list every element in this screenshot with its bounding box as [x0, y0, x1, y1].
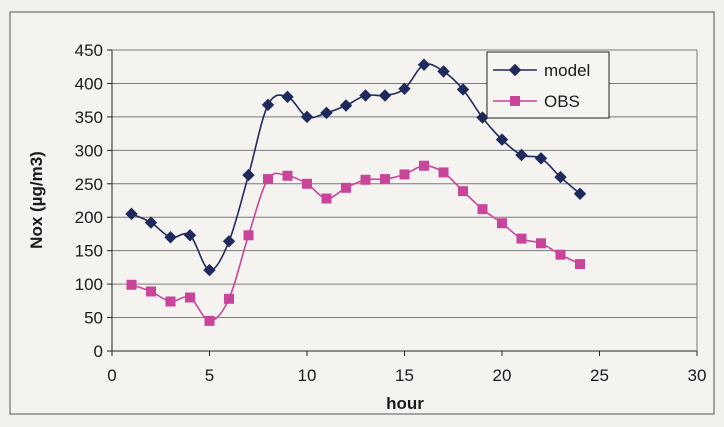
data-point-obs-22: [555, 249, 566, 260]
data-point-obs-21: [536, 238, 546, 249]
data-point-model-6: [242, 168, 255, 182]
data-point-obs-12: [360, 174, 371, 185]
data-point-obs-19: [497, 218, 507, 229]
data-point-model-20: [515, 148, 528, 162]
data-point-obs-18: [477, 204, 488, 215]
data-point-model-0: [125, 207, 138, 221]
tick-labels: 0 50 100 150 200 250 300 350 400 450 0 5 10 15 20 25 30: [75, 41, 707, 385]
y-tick-label-9: 450: [75, 41, 103, 60]
data-point-obs-16: [438, 167, 449, 178]
x-axis-title: hour: [386, 394, 424, 413]
data-point-obs-5: [224, 293, 234, 304]
x-tick-label-0: 0: [107, 366, 116, 385]
data-point-obs-20: [516, 233, 527, 244]
data-point-obs-23: [575, 259, 585, 270]
data-point-model-4: [203, 263, 216, 277]
legend-marker-model: [508, 63, 522, 77]
data-point-model-5: [222, 235, 236, 248]
x-tick-label-5: 25: [590, 366, 609, 385]
legend-label-obs: OBS: [544, 92, 580, 111]
y-axis-title: Nox (µg/m3): [27, 151, 46, 249]
data-point-model-19: [495, 133, 509, 146]
data-point-model-2: [164, 231, 177, 244]
data-point-obs-17: [458, 186, 468, 197]
y-tick-label-8: 400: [75, 74, 103, 93]
x-tick-label-2: 10: [298, 366, 317, 385]
series-obs: [126, 160, 585, 326]
data-point-obs-15: [419, 160, 429, 171]
data-point-model-15: [417, 58, 431, 71]
data-point-obs-4: [204, 315, 215, 326]
data-point-model-18: [476, 111, 489, 124]
data-point-obs-10: [321, 193, 332, 204]
data-point-model-22: [554, 170, 567, 184]
y-tick-label-2: 100: [75, 275, 103, 294]
data-point-obs-6: [243, 230, 254, 241]
y-tick-label-1: 50: [84, 309, 103, 328]
data-point-model-16: [437, 65, 450, 78]
legend-items: model OBS: [493, 61, 590, 111]
data-point-model-17: [456, 83, 470, 96]
y-tick-label-5: 250: [75, 175, 103, 194]
data-point-obs-11: [341, 182, 351, 193]
legend-marker-obs: [510, 96, 520, 106]
legend: model OBS: [486, 51, 610, 119]
data-point-obs-14: [399, 169, 410, 180]
legend-box: [486, 51, 610, 119]
data-point-model-23: [573, 187, 587, 201]
x-tick-label-4: 20: [493, 366, 512, 385]
series-model: [125, 58, 587, 277]
data-point-model-3: [183, 229, 197, 242]
y-tick-label-4: 200: [75, 208, 103, 227]
data-point-model-13: [378, 89, 392, 102]
data-point-model-14: [398, 82, 411, 96]
data-point-obs-8: [282, 170, 293, 181]
data-point-model-10: [320, 106, 333, 120]
data-point-obs-9: [302, 178, 312, 189]
data-point-obs-1: [146, 286, 156, 297]
x-tick-label-6: 30: [688, 366, 707, 385]
y-tick-label-7: 350: [75, 108, 103, 127]
data-point-obs-0: [126, 279, 137, 290]
data-point-obs-3: [185, 292, 195, 303]
y-tick-label-0: 0: [94, 342, 103, 361]
data-point-obs-2: [165, 296, 176, 307]
axes: [107, 49, 698, 356]
data-point-obs-7: [263, 174, 273, 185]
data-point-model-11: [339, 99, 353, 112]
y-tick-label-3: 150: [75, 242, 103, 261]
data-point-model-8: [281, 90, 294, 104]
data-point-model-7: [261, 98, 275, 112]
x-tick-label-3: 15: [395, 366, 414, 385]
series: [125, 58, 587, 326]
data-point-model-21: [534, 152, 548, 165]
data-point-model-9: [300, 110, 314, 124]
legend-label-model: model: [544, 61, 590, 80]
data-point-model-1: [144, 216, 158, 229]
data-point-obs-13: [380, 174, 390, 185]
y-tick-label-6: 300: [75, 141, 103, 160]
x-tick-label-1: 5: [205, 366, 214, 385]
data-point-model-12: [359, 89, 372, 102]
